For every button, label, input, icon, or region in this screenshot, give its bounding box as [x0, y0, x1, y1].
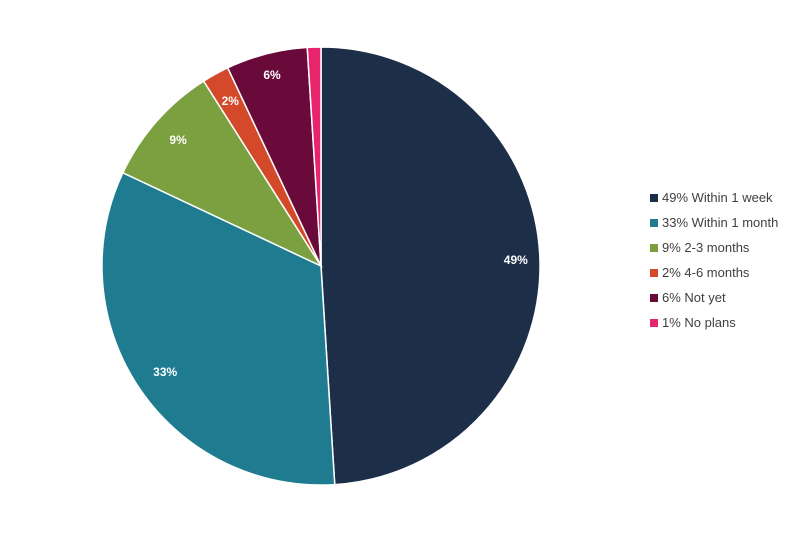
legend-swatch-5 [650, 319, 658, 327]
pie-slices [101, 46, 541, 486]
legend-label-3: 2% 4-6 months [662, 265, 750, 280]
pie-slice-0 [320, 46, 541, 486]
legend-swatch-2 [650, 244, 658, 252]
legend-swatch-4 [650, 294, 658, 302]
legend-label-0: 49% Within 1 week [662, 190, 773, 205]
legend-swatch-0 [650, 194, 658, 202]
legend-entry-4: 6% Not yet [650, 290, 726, 305]
legend-label-5: 1% No plans [662, 315, 736, 330]
data-label-4: 6% [263, 68, 281, 82]
legend-label-4: 6% Not yet [662, 290, 726, 305]
pie-data-labels: 49% 33% 9% 2% 6% [153, 68, 528, 379]
pie-slice-1 [101, 171, 336, 486]
legend-label-1: 33% Within 1 month [662, 215, 778, 230]
pie-slice-5 [306, 46, 322, 267]
data-label-3: 2% [222, 94, 240, 108]
legend-entry-1: 33% Within 1 month [650, 215, 778, 230]
pie-slice-2 [121, 80, 324, 268]
legend-swatch-1 [650, 219, 658, 227]
legend-entry-0: 49% Within 1 week [650, 190, 773, 205]
data-label-1: 33% [153, 365, 177, 379]
data-label-2: 9% [169, 133, 187, 147]
legend-entry-3: 2% 4-6 months [650, 265, 750, 280]
legend-label-2: 9% 2-3 months [662, 240, 750, 255]
data-label-0: 49% [504, 253, 528, 267]
legend-entry-2: 9% 2-3 months [650, 240, 750, 255]
legend: 49% Within 1 week 33% Within 1 month 9% 2-… [650, 190, 778, 330]
legend-swatch-3 [650, 269, 658, 277]
legend-entry-5: 1% No plans [650, 315, 736, 330]
